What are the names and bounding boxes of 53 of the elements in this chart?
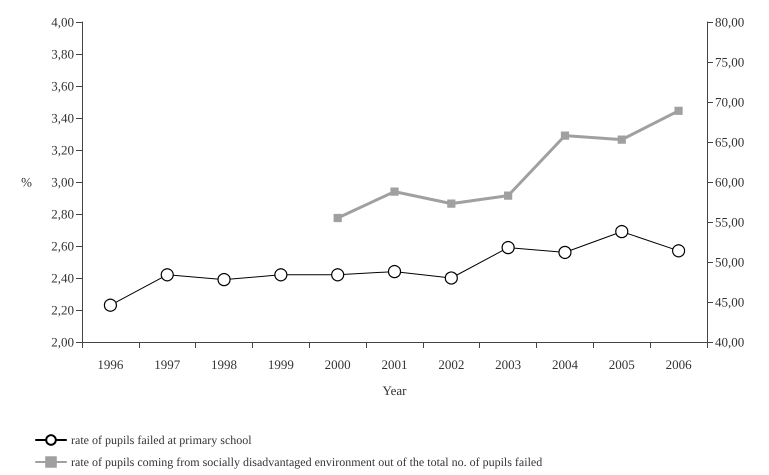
point	[674, 106, 683, 115]
y-tick-label: 3,00	[51, 174, 74, 190]
x-tick-label: 2006	[666, 357, 692, 372]
y-axis-title: %	[21, 174, 32, 190]
y2-tick-label: 55,00	[715, 214, 744, 230]
x-axis-title: Year	[382, 383, 408, 398]
x-tick-label: 2000	[324, 357, 351, 372]
point	[618, 136, 626, 144]
point	[444, 271, 458, 285]
point	[388, 265, 402, 278]
x-tick-label: 2002	[438, 357, 464, 372]
x-tick-label: 2003	[495, 357, 522, 372]
point	[615, 225, 628, 238]
y-tick-label: 2,20	[51, 302, 74, 318]
y2-tick-label: 40,00	[715, 334, 744, 350]
point	[558, 246, 572, 259]
y-tick-label: 3,80	[51, 46, 74, 62]
x-tick-label: 2005	[608, 357, 635, 372]
point	[331, 268, 344, 282]
y2-tick-label: 80,00	[715, 14, 744, 30]
x-tick-label: 1998	[211, 357, 238, 372]
y-tick-label: 2,00	[51, 334, 74, 350]
y2-tick-label: 70,00	[715, 94, 744, 110]
y2-tick-label: 45,00	[715, 294, 744, 310]
y-tick-label: 2,60	[51, 238, 74, 254]
y-tick-label: 3,60	[51, 78, 74, 94]
point	[217, 273, 231, 286]
point	[672, 244, 686, 258]
point	[104, 298, 118, 312]
x-tick-label: 2004	[552, 357, 578, 372]
y-tick-label: 4,00	[51, 14, 74, 30]
point	[334, 214, 342, 222]
y-tick-label: 3,40	[51, 110, 74, 126]
point	[560, 132, 570, 140]
point	[504, 192, 512, 200]
legend-label: rate of pupils coming from socially disadvantaged environment out of the total no. of pupils failed	[71, 455, 542, 469]
y-tick-label: 3,20	[51, 142, 74, 158]
legend-label: rate of pupils failed at primary school	[71, 433, 252, 447]
point	[390, 188, 399, 196]
y-tick-label: 2,40	[51, 270, 74, 286]
point	[274, 268, 288, 282]
y2-tick-label: 75,00	[715, 54, 744, 70]
point	[447, 200, 456, 208]
point	[160, 268, 174, 282]
x-tick-label: 1999	[268, 357, 294, 372]
x-tick-label: 1996	[97, 357, 124, 372]
x-tick-label: 1997	[154, 357, 181, 372]
y-tick-label: 2,80	[51, 206, 74, 222]
x-tick-label: 2001	[382, 357, 408, 372]
point	[502, 241, 515, 254]
y2-tick-label: 50,00	[715, 254, 744, 270]
y2-tick-label: 65,00	[715, 134, 744, 150]
y2-tick-label: 60,00	[715, 174, 744, 190]
